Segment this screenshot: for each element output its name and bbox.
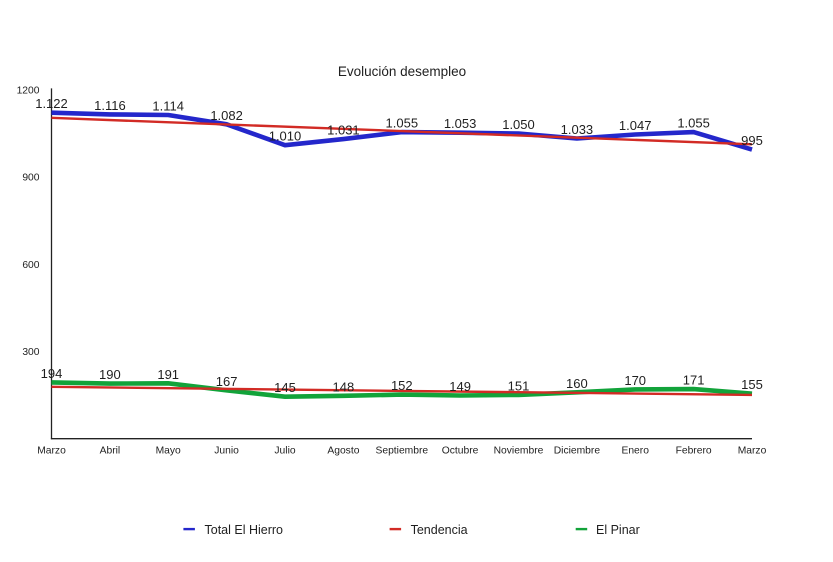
svg-text:170: 170 — [624, 373, 646, 388]
svg-text:1.033: 1.033 — [561, 122, 594, 137]
svg-text:Mayo: Mayo — [156, 446, 181, 457]
svg-text:Noviembre: Noviembre — [494, 446, 544, 457]
svg-text:1200: 1200 — [17, 86, 40, 97]
svg-text:149: 149 — [449, 379, 471, 394]
svg-text:152: 152 — [391, 378, 413, 393]
svg-text:167: 167 — [216, 374, 238, 389]
svg-text:148: 148 — [333, 379, 355, 394]
svg-text:1.010: 1.010 — [269, 129, 302, 144]
svg-text:151: 151 — [508, 378, 530, 393]
svg-text:300: 300 — [22, 347, 39, 358]
svg-text:El Pinar: El Pinar — [596, 523, 640, 537]
svg-text:Marzo: Marzo — [738, 446, 767, 457]
svg-text:Febrero: Febrero — [676, 446, 712, 457]
svg-text:1.053: 1.053 — [444, 116, 477, 131]
svg-text:Tendencia: Tendencia — [411, 523, 468, 537]
svg-text:Total El Hierro: Total El Hierro — [205, 523, 284, 537]
svg-text:191: 191 — [157, 367, 179, 382]
svg-text:Diciembre: Diciembre — [554, 446, 601, 457]
svg-text:Septiembre: Septiembre — [375, 446, 428, 457]
svg-text:160: 160 — [566, 376, 588, 391]
svg-text:1.082: 1.082 — [210, 108, 243, 123]
svg-text:155: 155 — [741, 377, 763, 392]
svg-text:1.122: 1.122 — [35, 96, 68, 111]
svg-text:Evolución desempleo: Evolución desempleo — [338, 64, 466, 79]
svg-text:1.116: 1.116 — [94, 98, 126, 113]
svg-text:145: 145 — [274, 380, 296, 395]
svg-text:1.055: 1.055 — [386, 116, 419, 131]
svg-text:Marzo: Marzo — [37, 446, 66, 457]
svg-text:600: 600 — [22, 260, 39, 271]
svg-text:Julio: Julio — [274, 446, 295, 457]
svg-text:171: 171 — [683, 373, 705, 388]
svg-text:Junio: Junio — [214, 446, 239, 457]
svg-text:Enero: Enero — [621, 446, 649, 457]
svg-text:1.050: 1.050 — [502, 117, 535, 132]
svg-text:194: 194 — [41, 366, 63, 381]
svg-text:Octubre: Octubre — [442, 446, 479, 457]
svg-text:900: 900 — [22, 173, 39, 184]
svg-text:995: 995 — [741, 133, 763, 148]
svg-text:1.114: 1.114 — [152, 99, 184, 114]
svg-text:Abril: Abril — [100, 446, 121, 457]
svg-text:1.031: 1.031 — [327, 123, 360, 138]
svg-text:190: 190 — [99, 367, 121, 382]
svg-text:Agosto: Agosto — [327, 446, 359, 457]
svg-text:1.047: 1.047 — [619, 118, 652, 133]
svg-text:1.055: 1.055 — [677, 116, 710, 131]
